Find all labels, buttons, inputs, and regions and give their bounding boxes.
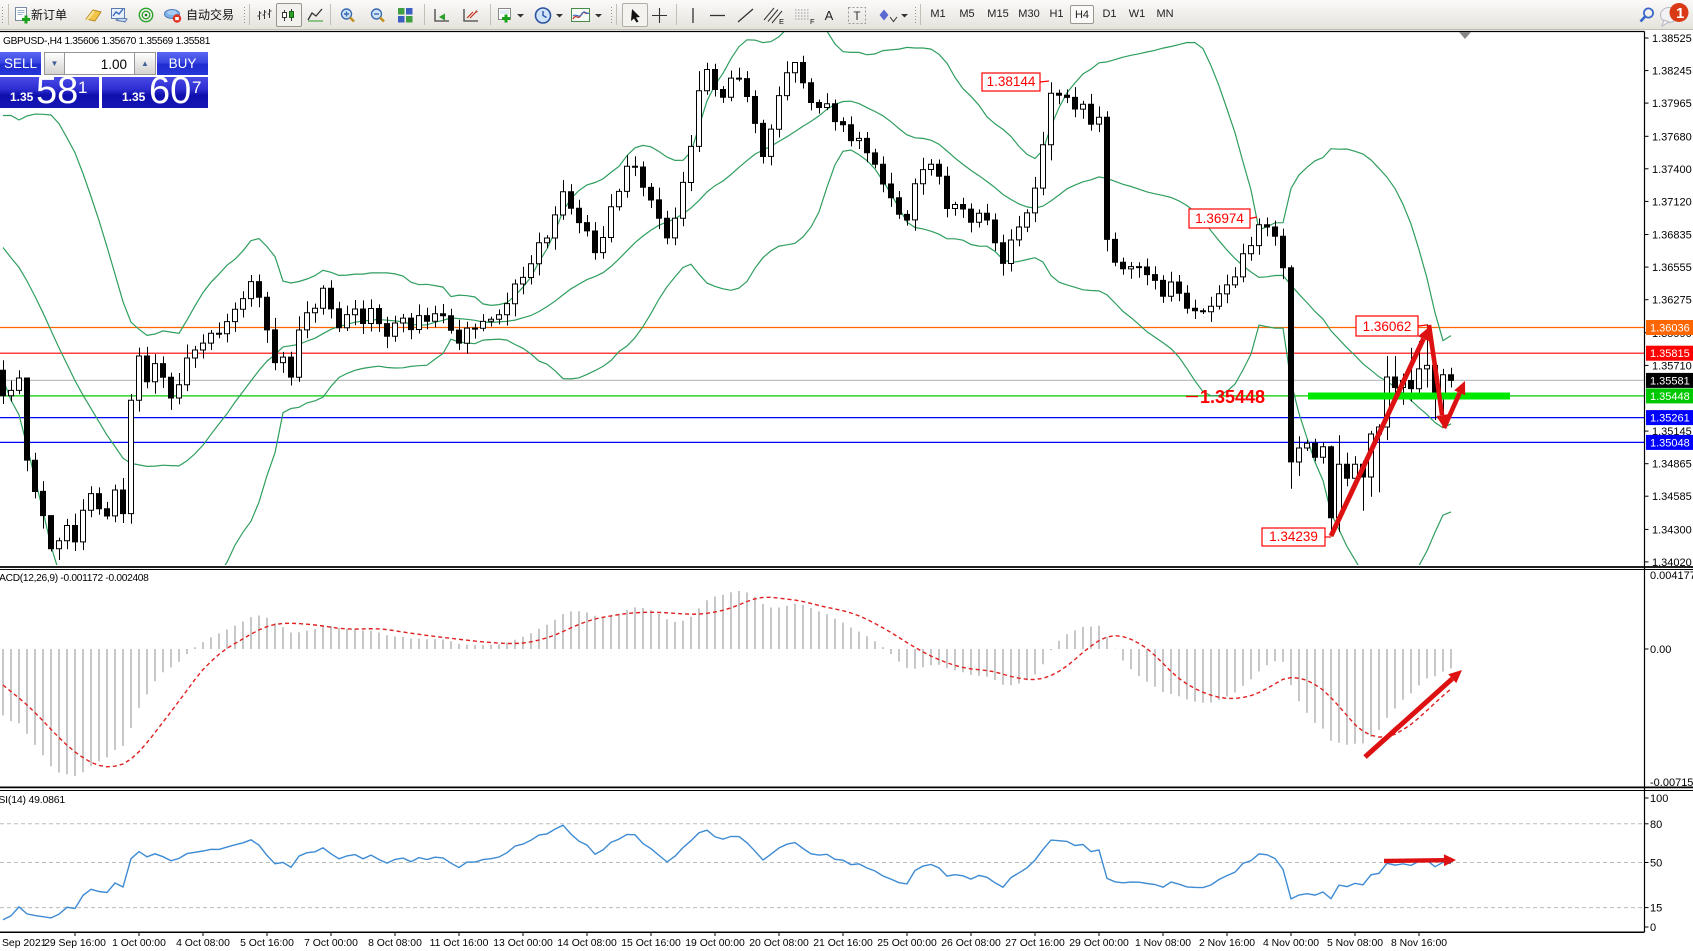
svg-text:0.00: 0.00 [1650, 644, 1671, 656]
svg-text:7 Oct 00:00: 7 Oct 00:00 [304, 938, 358, 949]
svg-text:MACD(12,26,9) -0.001172 -0.002: MACD(12,26,9) -0.001172 -0.002408 [0, 573, 149, 584]
svg-text:29 Oct 00:00: 29 Oct 00:00 [1069, 938, 1129, 949]
svg-text:Sep 2021: Sep 2021 [2, 938, 47, 949]
svg-text:100: 100 [1650, 793, 1668, 805]
svg-text:20 Oct 08:00: 20 Oct 08:00 [749, 938, 809, 949]
svg-text:14 Oct 08:00: 14 Oct 08:00 [557, 938, 617, 949]
svg-text:21 Oct 16:00: 21 Oct 16:00 [813, 938, 873, 949]
svg-text:8 Oct 08:00: 8 Oct 08:00 [368, 938, 422, 949]
svg-text:1.35048: 1.35048 [1650, 437, 1690, 449]
svg-text:0.004177: 0.004177 [1650, 570, 1693, 582]
svg-text:1.35815: 1.35815 [1650, 348, 1690, 360]
svg-text:1.34585: 1.34585 [1652, 491, 1692, 503]
svg-text:F: F [810, 17, 815, 25]
svg-text:26 Oct 08:00: 26 Oct 08:00 [941, 938, 1001, 949]
svg-text:4 Nov 00:00: 4 Nov 00:00 [1263, 938, 1319, 949]
svg-text:15 Oct 16:00: 15 Oct 16:00 [621, 938, 681, 949]
svg-text:1.38525: 1.38525 [1652, 33, 1692, 45]
svg-text:1.36275: 1.36275 [1652, 295, 1692, 307]
svg-text:1.35710: 1.35710 [1652, 360, 1692, 372]
svg-text:1.36835: 1.36835 [1652, 230, 1692, 242]
svg-text:27 Oct 16:00: 27 Oct 16:00 [1005, 938, 1065, 949]
svg-text:25 Oct 00:00: 25 Oct 00:00 [877, 938, 937, 949]
svg-text:11 Oct 16:00: 11 Oct 16:00 [430, 938, 489, 949]
svg-text:1.35448: 1.35448 [1200, 387, 1265, 407]
svg-text:1.38245: 1.38245 [1652, 66, 1692, 78]
svg-text:1.35448: 1.35448 [1650, 391, 1690, 403]
svg-text:19 Oct 00:00: 19 Oct 00:00 [685, 938, 745, 949]
svg-text:5 Oct 16:00: 5 Oct 16:00 [240, 938, 294, 949]
svg-text:80: 80 [1650, 819, 1662, 831]
svg-text:1.37120: 1.37120 [1652, 196, 1692, 208]
svg-text:1.37400: 1.37400 [1652, 164, 1692, 176]
svg-text:T: T [854, 11, 861, 23]
svg-text:1.35261: 1.35261 [1650, 413, 1690, 425]
svg-text:1 Nov 08:00: 1 Nov 08:00 [1135, 938, 1191, 949]
svg-text:-0.007153: -0.007153 [1650, 777, 1693, 789]
svg-text:1.34020: 1.34020 [1652, 557, 1692, 569]
svg-text:GBPUSD-,H4 1.35606 1.35670 1.: GBPUSD-,H4 1.35606 1.35670 1.35569 1.355… [3, 36, 211, 47]
svg-text:8 Nov 16:00: 8 Nov 16:00 [1391, 938, 1447, 949]
svg-text:4 Oct 08:00: 4 Oct 08:00 [176, 938, 230, 949]
svg-text:1.36062: 1.36062 [1363, 319, 1412, 334]
svg-text:1.37680: 1.37680 [1652, 131, 1692, 143]
svg-text:0: 0 [1650, 922, 1656, 934]
svg-text:50: 50 [1650, 858, 1662, 870]
svg-text:5 Nov 08:00: 5 Nov 08:00 [1327, 938, 1383, 949]
svg-text:1.36974: 1.36974 [1195, 211, 1244, 226]
svg-text:1.38144: 1.38144 [987, 74, 1036, 89]
svg-text:E: E [779, 17, 784, 25]
svg-text:1.36036: 1.36036 [1650, 323, 1690, 335]
svg-text:13 Oct 00:00: 13 Oct 00:00 [493, 938, 553, 949]
svg-text:1.37965: 1.37965 [1652, 98, 1692, 110]
svg-text:1.34865: 1.34865 [1652, 459, 1692, 471]
svg-text:1.36555: 1.36555 [1652, 262, 1692, 274]
svg-text:29 Sep 16:00: 29 Sep 16:00 [44, 938, 106, 949]
svg-text:1 Oct 00:00: 1 Oct 00:00 [112, 938, 166, 949]
svg-text:1.34300: 1.34300 [1652, 524, 1692, 536]
svg-text:1.34239: 1.34239 [1269, 529, 1318, 544]
svg-text:RSI(14) 49.0861: RSI(14) 49.0861 [0, 794, 65, 806]
svg-text:15: 15 [1650, 903, 1662, 915]
svg-text:1.35581: 1.35581 [1650, 375, 1690, 387]
svg-text:1: 1 [1676, 5, 1684, 22]
svg-text:2 Nov 16:00: 2 Nov 16:00 [1199, 938, 1255, 949]
